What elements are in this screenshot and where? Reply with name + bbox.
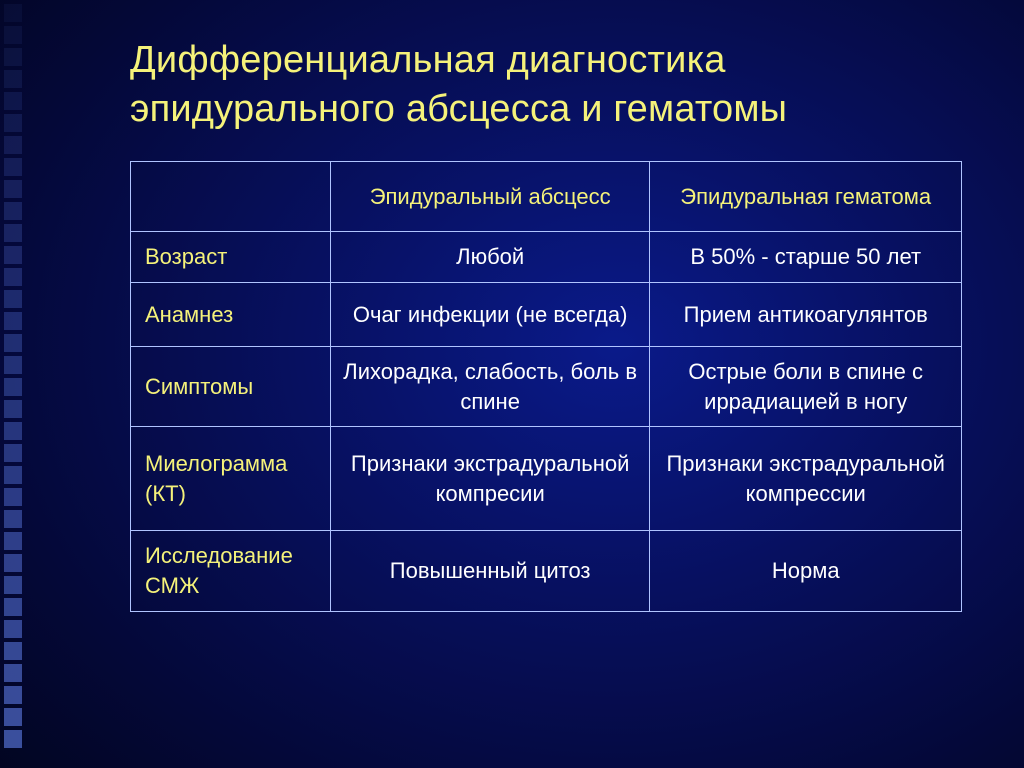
table-row: Анамнез Очаг инфекции (не всегда) Прием …: [131, 282, 962, 346]
cell: Повышенный цитоз: [330, 531, 650, 611]
row-label: Симптомы: [131, 346, 331, 426]
col-header-abscess: Эпидуральный абсцесс: [330, 162, 650, 232]
diff-diagnosis-table: Эпидуральный абсцесс Эпидуральная гемато…: [130, 161, 962, 611]
table-row: Симптомы Лихорадка, слабость, боль в спи…: [131, 346, 962, 426]
row-label: Миелограмма (КТ): [131, 427, 331, 531]
row-label: Анамнез: [131, 282, 331, 346]
cell: Норма: [650, 531, 962, 611]
col-header-hematoma: Эпидуральная гематома: [650, 162, 962, 232]
table-row: Исследование СМЖ Повышенный цитоз Норма: [131, 531, 962, 611]
header-blank-cell: [131, 162, 331, 232]
cell: В 50% - старше 50 лет: [650, 232, 962, 283]
cell: Прием антикоагулянтов: [650, 282, 962, 346]
cell: Очаг инфекции (не всегда): [330, 282, 650, 346]
cell: Любой: [330, 232, 650, 283]
table-row: Миелограмма (КТ) Признаки экстрадурально…: [131, 427, 962, 531]
cell: Лихорадка, слабость, боль в спине: [330, 346, 650, 426]
cell: Признаки экстрадуральной компрессии: [650, 427, 962, 531]
row-label: Исследование СМЖ: [131, 531, 331, 611]
cell: Признаки экстрадуральной компресии: [330, 427, 650, 531]
slide-title: Дифференциальная диагностика эпидурально…: [130, 36, 984, 133]
row-label: Возраст: [131, 232, 331, 283]
cell: Острые боли в спине с иррадиацией в ногу: [650, 346, 962, 426]
table-row: Возраст Любой В 50% - старше 50 лет: [131, 232, 962, 283]
slide-content: Дифференциальная диагностика эпидурально…: [0, 0, 1024, 768]
table-header-row: Эпидуральный абсцесс Эпидуральная гемато…: [131, 162, 962, 232]
